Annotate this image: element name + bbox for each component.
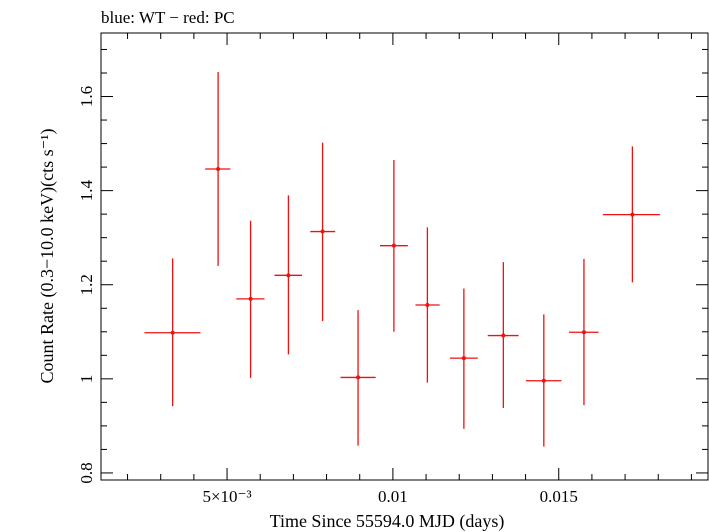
- x-tick-label: 0.015: [540, 487, 578, 506]
- axis-ticks: [101, 33, 708, 480]
- y-axis-label: Count Rate (0.3−10.0 keV)(cts s⁻¹): [37, 128, 58, 383]
- plot-frame: [100, 32, 709, 481]
- chart-title: blue: WT − red: PC: [101, 8, 235, 27]
- y-tick-label: 0.8: [77, 462, 96, 483]
- data-point: [248, 296, 253, 301]
- data-point: [356, 375, 361, 380]
- data-point: [320, 229, 325, 234]
- y-tick-label: 1: [77, 375, 96, 384]
- data-point: [286, 273, 291, 278]
- data-point: [581, 330, 586, 335]
- x-axis-label: Time Since 55594.0 MJD (days): [270, 511, 505, 532]
- y-tick-label: 1.6: [77, 86, 96, 107]
- axis-tick-labels: 5×10⁻³ 0.01 0.015 0.8 1 1.2 1.4 1.6: [77, 86, 578, 506]
- data-point: [170, 330, 175, 335]
- series-layer: [144, 72, 660, 447]
- data-point: [541, 378, 546, 383]
- series-pc: [144, 72, 660, 447]
- data-point: [501, 333, 506, 338]
- data-point: [391, 243, 396, 248]
- x-tick-label: 0.01: [378, 487, 408, 506]
- data-point: [216, 166, 221, 171]
- data-point: [461, 356, 466, 361]
- x-tick-label: 5×10⁻³: [202, 487, 251, 506]
- y-tick-label: 1.2: [77, 274, 96, 295]
- data-point: [630, 212, 635, 217]
- y-tick-label: 1.4: [77, 180, 96, 202]
- data-point: [425, 302, 430, 307]
